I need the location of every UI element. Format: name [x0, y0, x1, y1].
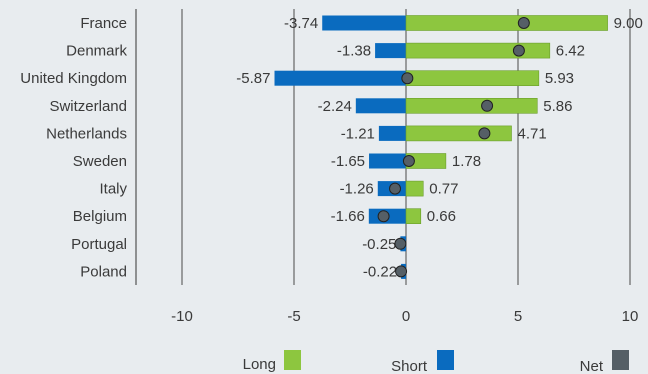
- net-marker: [481, 99, 494, 112]
- long-value-label: 5.93: [545, 70, 574, 87]
- net-marker: [395, 265, 408, 278]
- category-label: Sweden: [73, 153, 127, 170]
- net-marker: [377, 210, 390, 223]
- short-value-label: -1.65: [331, 153, 365, 170]
- legend-swatch: [284, 350, 301, 370]
- long-value-label: 4.71: [518, 125, 547, 142]
- category-label: United Kingdom: [20, 70, 127, 87]
- short-value-label: -1.66: [331, 208, 365, 225]
- category-labels: France Denmark United Kingdom Switzerland Ne…: [20, 15, 127, 280]
- long-value-label: 0.66: [427, 208, 456, 225]
- net-marker: [401, 72, 414, 85]
- category-label: Poland: [80, 263, 127, 280]
- long-value-label: 1.78: [452, 153, 481, 170]
- short-bar: [355, 98, 406, 114]
- legend-label: Long: [243, 356, 276, 373]
- value-labels-layer: -3.74 9.00 -1.38 6.42 -5.87 5.93 -2.24 5.86 -1.2…: [236, 15, 642, 280]
- legend-swatch: [612, 350, 629, 370]
- legend-label: Short: [391, 358, 428, 374]
- short-bar: [369, 153, 406, 169]
- net-marker: [402, 155, 415, 167]
- long-bar: [405, 125, 512, 142]
- long-bar: [405, 15, 608, 31]
- category-label: France: [80, 15, 127, 32]
- x-tick-label: -5: [287, 308, 300, 325]
- category-label: Denmark: [66, 43, 127, 60]
- net-marker: [512, 44, 525, 57]
- short-value-label: -1.38: [337, 43, 371, 60]
- net-marker: [394, 237, 407, 250]
- x-tick-label: -10: [171, 308, 193, 325]
- long-bar: [405, 70, 540, 86]
- long-bar: [405, 98, 538, 114]
- short-value-label: -1.21: [341, 125, 375, 142]
- short-bar: [322, 15, 406, 31]
- short-bar: [375, 43, 406, 59]
- category-label: Belgium: [73, 208, 127, 225]
- net-markers-layer: [377, 17, 530, 278]
- short-bar: [378, 125, 406, 141]
- long-value-label: 0.77: [429, 181, 458, 198]
- legend-swatch: [437, 350, 454, 370]
- net-marker: [517, 17, 530, 29]
- short-value-label: -2.24: [318, 98, 352, 115]
- short-value-label: -3.74: [284, 15, 318, 32]
- long-bar: [405, 42, 551, 59]
- category-label: Switzerland: [49, 98, 127, 115]
- short-value-label: -1.26: [340, 181, 374, 198]
- net-marker: [478, 127, 491, 140]
- x-tick-label: 0: [402, 308, 410, 325]
- category-label: Portugal: [71, 236, 127, 253]
- short-bar: [274, 70, 406, 86]
- category-label: Netherlands: [46, 125, 127, 142]
- long-bar: [405, 180, 424, 197]
- long-value-label: 6.42: [556, 43, 585, 60]
- legend-label: Net: [580, 358, 604, 374]
- short-value-label: -0.22: [363, 263, 397, 280]
- net-marker: [389, 182, 402, 195]
- long-value-label: 9.00: [614, 15, 643, 32]
- long-bar: [405, 208, 422, 224]
- legend: Long Short Net: [243, 350, 629, 374]
- category-label: Italy: [99, 181, 127, 198]
- short-value-label: -5.87: [236, 70, 270, 87]
- short-value-label: -0.25: [362, 236, 396, 253]
- long-value-label: 5.86: [543, 98, 572, 115]
- x-tick-label: 5: [514, 308, 522, 325]
- x-axis-tick-labels: -10 -5 0 5 10: [171, 308, 638, 325]
- x-tick-label: 10: [622, 308, 639, 325]
